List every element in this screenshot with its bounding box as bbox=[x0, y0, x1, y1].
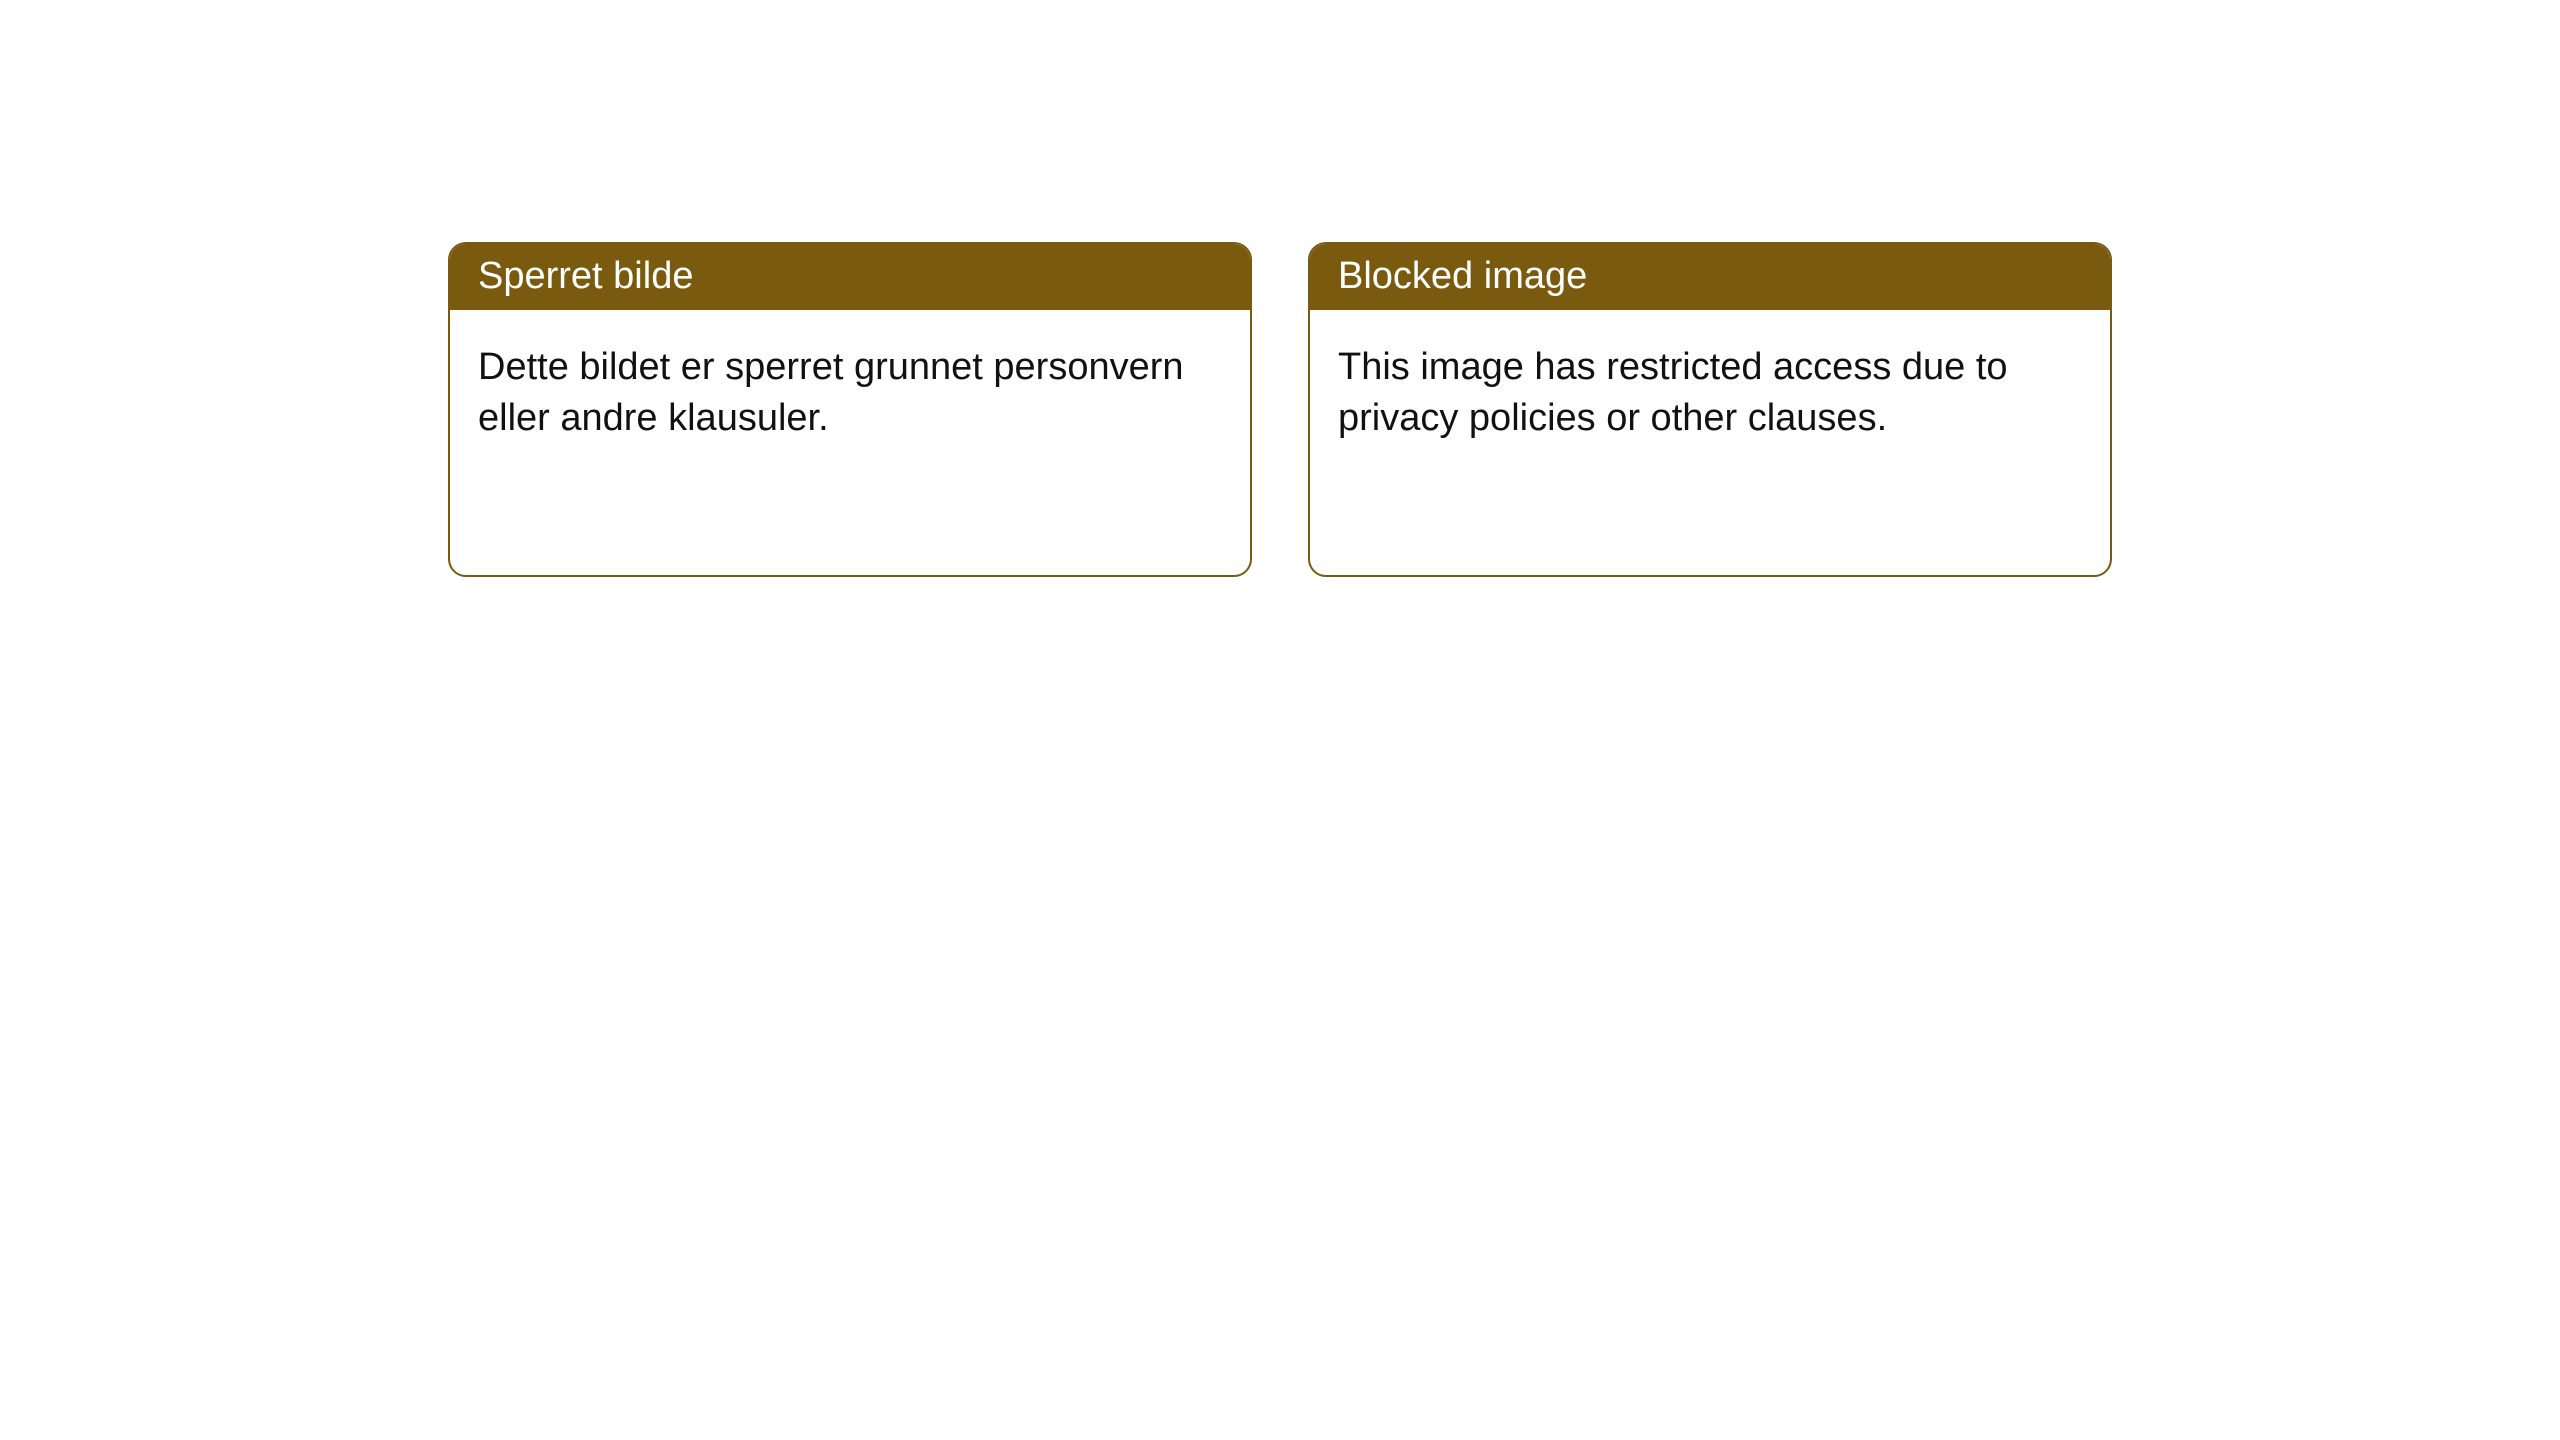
notice-header: Sperret bilde bbox=[450, 244, 1250, 310]
notice-card-norwegian: Sperret bilde Dette bildet er sperret gr… bbox=[448, 242, 1252, 577]
notice-card-english: Blocked image This image has restricted … bbox=[1308, 242, 2112, 577]
notice-body: Dette bildet er sperret grunnet personve… bbox=[450, 310, 1250, 477]
notice-container: Sperret bilde Dette bildet er sperret gr… bbox=[0, 0, 2560, 577]
notice-body: This image has restricted access due to … bbox=[1310, 310, 2110, 477]
notice-header: Blocked image bbox=[1310, 244, 2110, 310]
